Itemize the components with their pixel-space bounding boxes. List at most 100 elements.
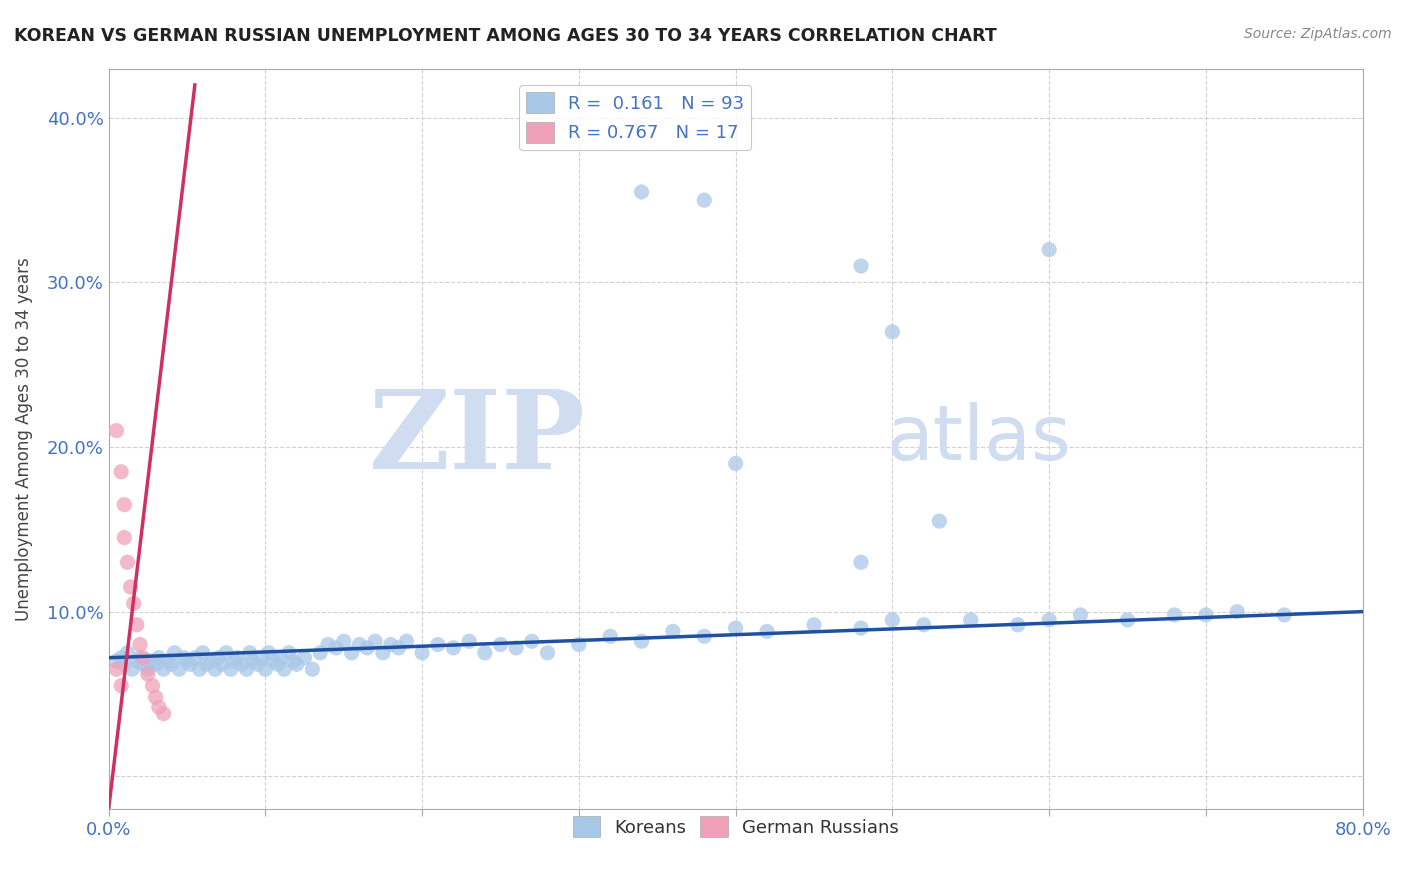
Point (132, 650, 155, 665)
Point (693, 193, 716, 207)
Point (105, 654, 128, 668)
Point (316, 638, 339, 652)
Point (117, 555, 139, 569)
Point (599, 629, 621, 643)
Point (882, 325, 904, 339)
Point (301, 662, 323, 676)
Point (122, 596, 145, 610)
Point (325, 640, 347, 655)
Point (849, 259, 872, 273)
Point (257, 646, 280, 660)
Point (388, 640, 411, 655)
Point (505, 640, 527, 655)
Point (112, 657, 135, 672)
Point (1038, 613, 1060, 627)
Point (136, 667, 159, 681)
Point (179, 657, 201, 672)
Point (536, 646, 558, 660)
Point (267, 657, 290, 672)
Point (849, 555, 872, 569)
Point (959, 613, 981, 627)
Point (145, 657, 167, 672)
Point (211, 657, 233, 672)
Point (928, 514, 950, 528)
Point (112, 498, 135, 512)
Point (803, 617, 825, 632)
Point (167, 662, 190, 676)
Point (693, 629, 716, 643)
Point (148, 650, 170, 665)
Point (270, 650, 292, 665)
Point (332, 634, 354, 648)
Point (1038, 243, 1060, 257)
Text: ZIP: ZIP (368, 385, 585, 492)
Point (125, 654, 148, 668)
Point (371, 646, 394, 660)
Point (309, 646, 332, 660)
Point (148, 700, 170, 714)
Point (110, 465, 132, 479)
Point (1069, 607, 1091, 622)
Point (173, 650, 195, 665)
Point (242, 654, 264, 668)
Point (395, 634, 418, 648)
Point (191, 646, 214, 660)
Point (215, 646, 238, 660)
Point (204, 662, 226, 676)
Point (849, 621, 872, 635)
Point (152, 662, 174, 676)
Point (520, 634, 543, 648)
Point (756, 624, 779, 639)
Point (1272, 607, 1295, 622)
Point (411, 646, 433, 660)
Y-axis label: Unemployment Among Ages 30 to 34 years: Unemployment Among Ages 30 to 34 years (15, 257, 32, 621)
Point (1226, 605, 1249, 619)
Point (112, 531, 135, 545)
Point (219, 662, 242, 676)
Point (356, 640, 378, 655)
Point (1116, 613, 1139, 627)
Point (152, 706, 174, 721)
Point (882, 613, 904, 627)
Point (136, 662, 159, 676)
Point (294, 650, 316, 665)
Text: KOREAN VS GERMAN RUSSIAN UNEMPLOYMENT AMONG AGES 30 TO 34 YEARS CORRELATION CHAR: KOREAN VS GERMAN RUSSIAN UNEMPLOYMENT AM… (14, 27, 997, 45)
Point (1007, 617, 1029, 632)
Point (117, 646, 139, 660)
Point (157, 654, 180, 668)
Point (724, 621, 747, 635)
Point (1195, 607, 1218, 622)
Point (141, 654, 163, 668)
Point (207, 650, 229, 665)
Point (630, 185, 652, 199)
Point (105, 662, 128, 676)
Point (239, 646, 262, 660)
Point (184, 650, 207, 665)
Point (110, 679, 132, 693)
Point (194, 657, 217, 672)
Point (364, 634, 387, 648)
Point (176, 654, 198, 668)
Text: atlas: atlas (886, 401, 1071, 475)
Text: Source: ZipAtlas.com: Source: ZipAtlas.com (1244, 27, 1392, 41)
Point (231, 657, 253, 672)
Point (121, 662, 143, 676)
Point (129, 650, 152, 665)
Point (283, 654, 305, 668)
Point (262, 654, 284, 668)
Point (724, 457, 747, 471)
Point (474, 646, 496, 660)
Point (489, 638, 512, 652)
Point (200, 654, 222, 668)
Point (129, 638, 152, 652)
Point (273, 662, 295, 676)
Point (285, 657, 308, 672)
Point (222, 654, 245, 668)
Point (120, 580, 142, 594)
Point (110, 650, 132, 665)
Point (141, 679, 163, 693)
Point (188, 662, 211, 676)
Point (340, 646, 363, 660)
Point (132, 657, 155, 672)
Legend: Koreans, German Russians: Koreans, German Russians (565, 809, 905, 845)
